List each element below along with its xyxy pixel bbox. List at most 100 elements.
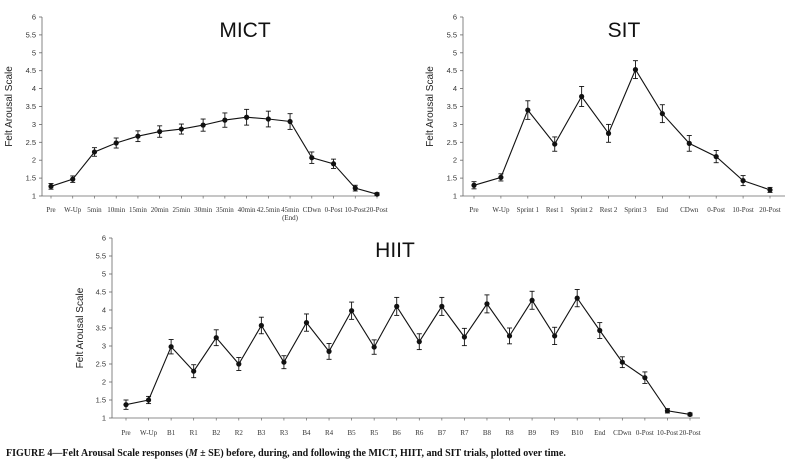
x-tick-label: 0-Post — [707, 206, 725, 214]
x-tick-label: Rest 1 — [546, 206, 564, 214]
data-point — [642, 375, 648, 381]
y-tick-label: 6 — [453, 13, 457, 22]
figure-caption: FIGURE 4—Felt Arousal Scale responses (M… — [6, 448, 796, 459]
data-point — [574, 295, 580, 301]
y-tick-label: 4.5 — [447, 66, 457, 75]
x-tick-label: R6 — [415, 429, 424, 437]
x-tick-label: B3 — [257, 429, 266, 437]
data-point — [326, 348, 332, 354]
x-tick-label: B4 — [302, 429, 311, 437]
data-point — [740, 178, 746, 184]
x-tick-label: R9 — [551, 429, 560, 437]
data-point — [145, 397, 152, 403]
data-point — [191, 368, 197, 374]
data-point — [258, 322, 264, 329]
data-point — [157, 128, 163, 135]
y-tick-label: 1.5 — [26, 174, 36, 183]
x-tick-label: B7 — [438, 429, 447, 437]
x-tick-label: 10-Post — [345, 206, 366, 214]
y-tick-label: 4.5 — [26, 66, 36, 75]
chart-sit: 1 1.5 2 2.5 3 3.5 4 4.5 5 5.5 6 Felt Arousal Scale S… — [425, 13, 785, 214]
chart-hiit: 1 1.5 2 2.5 3 3.5 4 4.5 5 5.5 6 Felt Arousal Scale H… — [75, 234, 701, 438]
data-point — [439, 303, 445, 309]
caption-symbol-m: M — [188, 448, 198, 459]
y-tick-label: 3 — [102, 342, 106, 351]
data-point — [371, 344, 377, 350]
x-tick-label: R2 — [235, 429, 244, 437]
y-tick-label: 3 — [32, 120, 36, 129]
data-point — [48, 183, 54, 189]
y-tick-label: 4.5 — [96, 288, 106, 297]
y-tick-label: 4 — [32, 84, 36, 93]
data-point — [686, 140, 692, 146]
caption-text-1: Felt Arousal Scale responses ( — [62, 448, 189, 459]
data-point — [374, 191, 380, 197]
data-point — [552, 141, 558, 147]
y-tick-label: 6 — [32, 13, 36, 22]
y-tick-label: 5.5 — [96, 252, 106, 261]
data-point — [605, 130, 612, 136]
x-tick-label: 10-Post — [657, 429, 678, 437]
data-point — [525, 107, 531, 113]
y-tick-label: 5 — [32, 48, 36, 57]
data-point — [352, 185, 358, 191]
x-tick-label: Pre — [46, 206, 55, 214]
x-tick-label: B5 — [348, 429, 357, 437]
x-tick-label: Pre — [469, 206, 478, 214]
y-tick-label: 3.5 — [26, 102, 36, 111]
x-tick-label: 10-Post — [732, 206, 753, 214]
y-tick-label: 5.5 — [26, 30, 36, 39]
x-tick-label: 20-Post — [366, 206, 387, 214]
x-tick-label: B1 — [167, 429, 176, 437]
data-point — [498, 174, 504, 180]
chart-mict: 1 1.5 2 2.5 3 3.5 4 4.5 5 5.5 6 Felt Arousal Scale M… — [4, 13, 388, 223]
x-tick-label: W-Up — [140, 429, 158, 437]
data-point — [244, 114, 250, 120]
data-point — [135, 133, 141, 139]
y-tick-label: 6 — [102, 234, 106, 243]
data-point — [168, 344, 174, 350]
chart-title: HIIT — [375, 239, 415, 262]
data-point — [664, 408, 671, 414]
data-point — [552, 333, 558, 339]
x-tick-label: 10min — [107, 206, 125, 214]
data-point — [178, 126, 184, 132]
x-tick-label: 25min — [172, 206, 190, 214]
x-tick-label: R7 — [460, 429, 469, 437]
data-point — [287, 118, 293, 125]
x-tick-label: 30min — [194, 206, 212, 214]
x-tick-label: 35min — [216, 206, 234, 214]
y-tick-label: 3.5 — [96, 324, 106, 333]
x-tick-label: 42.5min — [257, 206, 281, 214]
chart-title: SIT — [608, 19, 641, 42]
caption-label: FIGURE 4— — [6, 448, 63, 459]
caption-text-2: ± SE) before, during, and following the … — [197, 448, 566, 459]
data-point — [687, 411, 693, 417]
data-point — [484, 301, 490, 307]
data-point — [113, 140, 119, 146]
data-point — [461, 334, 467, 340]
x-tick-label: CDwn — [303, 206, 322, 214]
x-tick-label: R3 — [280, 429, 289, 437]
x-tick-label: Sprint 1 — [517, 206, 540, 214]
x-tick-label: 40min — [238, 206, 256, 214]
x-tick-label: End — [594, 429, 606, 437]
x-tick-label: Sprint 3 — [624, 206, 647, 214]
x-tick-label: R8 — [505, 429, 514, 437]
x-tick-label: B2 — [212, 429, 221, 437]
x-tick-label: 15min — [129, 206, 147, 214]
series-line — [473, 68, 771, 191]
y-tick-label: 2 — [453, 156, 457, 165]
x-tick-label: 0-Post — [636, 429, 654, 437]
x-tick-label: 20min — [151, 206, 169, 214]
data-point — [619, 359, 625, 365]
data-point — [529, 297, 535, 303]
y-tick-label: 1.5 — [447, 174, 457, 183]
data-point — [309, 155, 315, 161]
data-point — [632, 67, 639, 73]
data-point — [303, 320, 310, 326]
y-tick-label: 2 — [102, 378, 106, 387]
y-tick-label: 4 — [102, 306, 106, 315]
data-point — [70, 176, 76, 182]
data-point — [330, 161, 337, 167]
